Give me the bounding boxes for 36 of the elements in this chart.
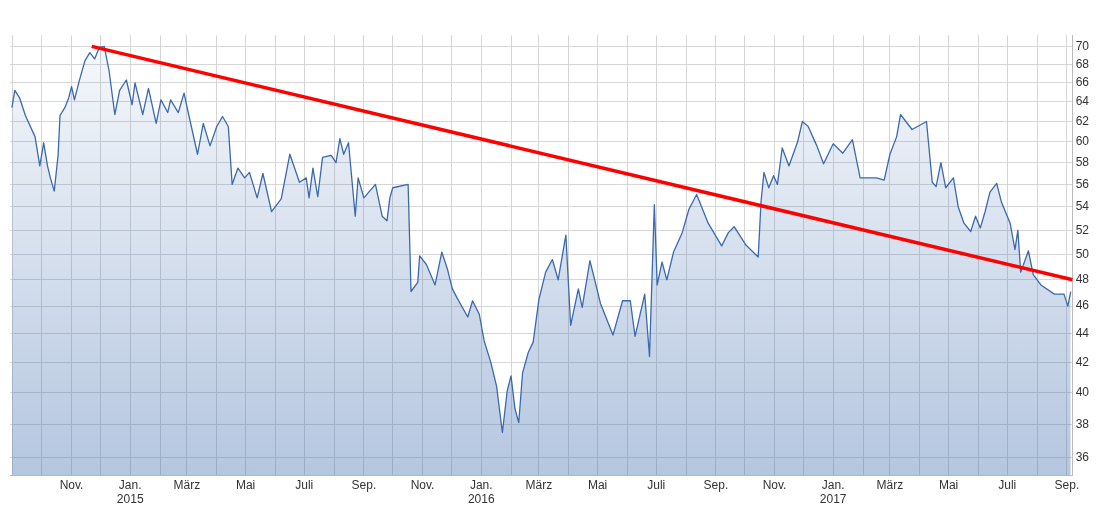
y-tick-label: 40 — [1075, 384, 1090, 399]
x-tick-label: Sep. — [703, 477, 729, 492]
y-tick-label: 56 — [1075, 176, 1090, 191]
y-tick-label: 46 — [1075, 298, 1090, 313]
y-tick-label: 48 — [1075, 272, 1090, 287]
y-tick-label: 52 — [1075, 222, 1090, 237]
x-tick-label: Nov. — [59, 477, 84, 492]
y-tick-label: 36 — [1075, 450, 1090, 465]
x-tick-label: Jan. 2017 — [819, 477, 847, 507]
y-tick-label: 38 — [1075, 416, 1090, 431]
x-tick-label: Nov. — [410, 477, 435, 492]
x-tick-label: Juli — [295, 477, 314, 492]
y-tick-label: 50 — [1075, 246, 1090, 261]
y-tick-label: 64 — [1075, 94, 1090, 109]
y-tick-label: 58 — [1075, 155, 1090, 170]
y-tick-label: 62 — [1075, 113, 1090, 128]
y-tick-label: 54 — [1075, 199, 1090, 214]
y-tick-label: 60 — [1075, 134, 1090, 149]
x-tick-label: März — [525, 477, 553, 492]
y-tick-label: 70 — [1075, 38, 1090, 53]
x-tick-label: Jan. 2016 — [467, 477, 495, 507]
x-tick-label: Sep. — [1054, 477, 1080, 492]
y-tick-label: 66 — [1075, 75, 1090, 90]
x-tick-label: Nov. — [762, 477, 787, 492]
x-tick-label: Mai — [587, 477, 608, 492]
x-tick-label: Juli — [647, 477, 666, 492]
x-tick-label: Sep. — [351, 477, 377, 492]
y-tick-label: 68 — [1075, 56, 1090, 71]
x-tick-label: Mai — [938, 477, 959, 492]
x-tick-label: Juli — [998, 477, 1017, 492]
y-tick-label: 44 — [1075, 325, 1090, 340]
x-tick-label: März — [876, 477, 904, 492]
x-tick-label: Mai — [235, 477, 256, 492]
x-tick-label: Jan. 2015 — [116, 477, 144, 507]
x-tick-label: März — [173, 477, 201, 492]
y-tick-label: 42 — [1075, 354, 1090, 369]
